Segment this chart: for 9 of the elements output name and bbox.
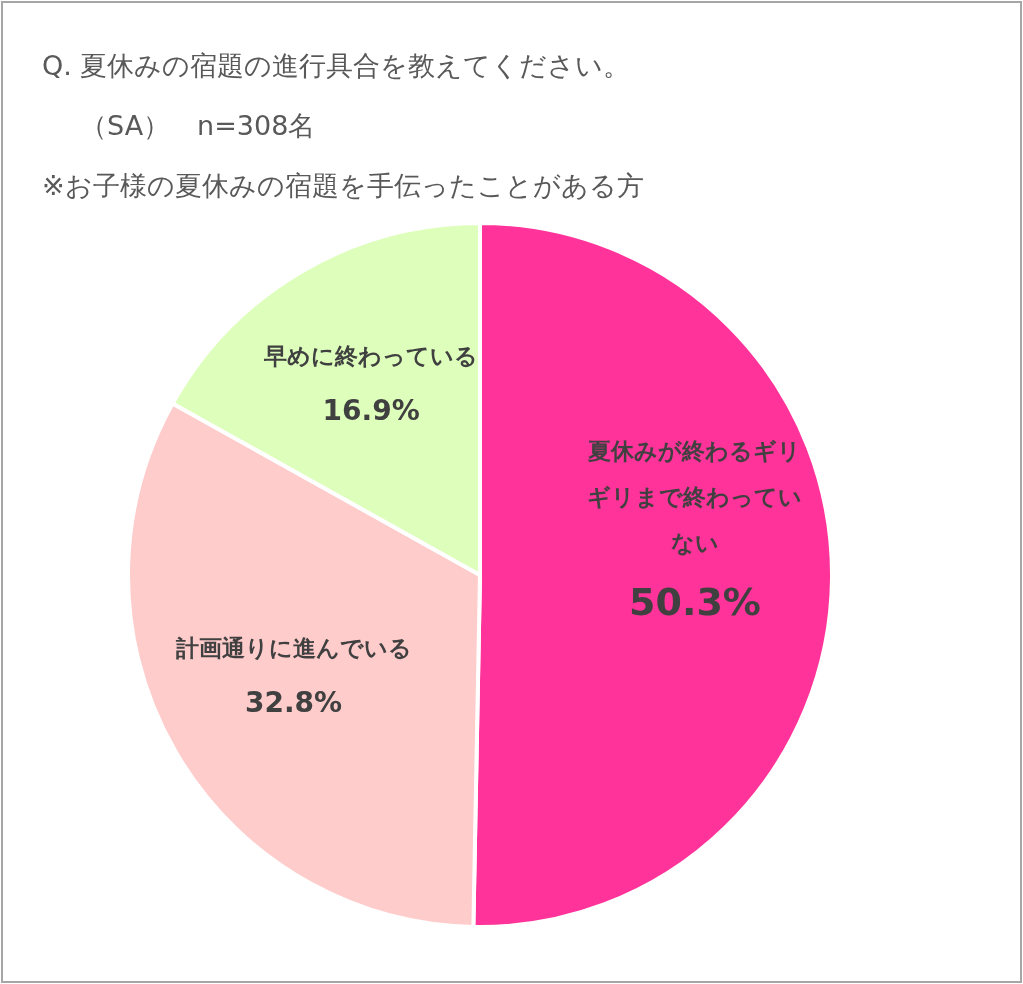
data-label: 32.8% xyxy=(245,686,343,720)
data-label: 16.9% xyxy=(322,393,420,427)
slice-label: 計画通りに進んでいる xyxy=(174,635,412,662)
data-label: 50.3% xyxy=(629,580,761,625)
chart-subtitle: （SA） n=308名 xyxy=(80,110,316,141)
text: ※お子様の夏休みの宿題を手伝ったことがある方 xyxy=(42,170,644,201)
chart-title: Q. 夏休みの宿題の進行具合を教えてください。 xyxy=(42,50,631,81)
slice-label: 早めに終わっている xyxy=(263,342,479,369)
slice-label: 夏休みが終わるギリギリまで終わっていない xyxy=(587,438,803,557)
